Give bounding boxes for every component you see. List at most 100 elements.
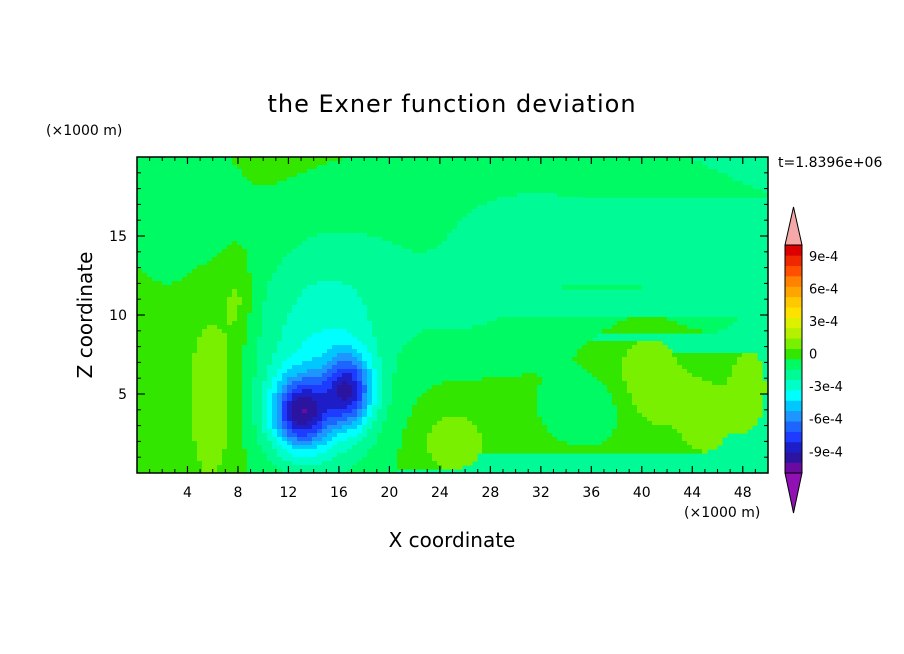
contour-cell (302, 361, 328, 366)
contour-cell (292, 305, 368, 310)
contour-cell (282, 421, 288, 426)
contour-cell (237, 317, 248, 322)
contour-cell (667, 317, 738, 322)
contour-cell (282, 405, 288, 410)
contour-cell (367, 389, 373, 394)
contour-cell (297, 433, 308, 438)
contour-cell (242, 297, 253, 302)
contour-cell (407, 425, 433, 430)
contour-cell (232, 161, 328, 166)
contour-cell (292, 393, 338, 398)
contour-cell (362, 353, 373, 358)
contour-cell (537, 397, 613, 402)
contour-cell (217, 325, 248, 330)
contour-cell (372, 401, 378, 406)
contour-cell (352, 421, 363, 426)
contour-cell (267, 369, 278, 374)
contour-cell (242, 397, 253, 402)
contour-cell (222, 249, 248, 254)
contour-cell (427, 433, 483, 438)
contour-cell (207, 325, 218, 330)
contour-cell (377, 441, 403, 446)
contour-cell (542, 421, 618, 426)
colorbar-swatch (785, 390, 802, 401)
contour-cell (287, 253, 738, 258)
contour-cell (292, 445, 318, 450)
contour-cell (287, 417, 293, 422)
contour-cell (577, 349, 628, 354)
contour-cell (412, 413, 538, 418)
contour-cell (327, 441, 338, 446)
contour-cell (227, 417, 243, 422)
contour-cell (327, 409, 353, 414)
contour-cell (377, 433, 403, 438)
contour-cell (557, 193, 768, 198)
contour-cell (252, 281, 268, 286)
contour-cell (192, 357, 228, 362)
contour-cell (382, 369, 398, 374)
contour-cell (287, 389, 293, 394)
contour-cell (137, 461, 203, 466)
contour-cell (282, 469, 348, 473)
colorbar-swatch (785, 255, 802, 267)
contour-cell (382, 393, 393, 398)
contour-cell (232, 289, 238, 294)
contour-cell (257, 353, 273, 358)
contour-cell (137, 321, 228, 326)
contour-cell (267, 293, 303, 298)
contour-cell (137, 197, 498, 202)
contour-cell (287, 385, 298, 390)
contour-cell (612, 325, 688, 330)
contour-cell (137, 409, 193, 414)
contour-cell (202, 469, 218, 473)
contour-cell (152, 277, 183, 282)
contour-cell (362, 385, 368, 390)
contour-cell (227, 389, 243, 394)
contour-cell (632, 397, 763, 402)
contour-cell (227, 381, 243, 386)
contour-cell (277, 441, 288, 446)
contour-cell (432, 385, 538, 390)
x-tick-label: 36 (582, 485, 600, 501)
contour-cell (347, 381, 358, 386)
x-axis: 4 8 12 16 20 24 28 32 36 40 44 48 (149, 157, 756, 501)
contour-cell (267, 289, 303, 294)
contour-cell (397, 453, 433, 458)
contour-cell (537, 405, 618, 410)
contour-cell (322, 373, 333, 378)
contour-cell (367, 233, 448, 238)
contour-cell (487, 321, 618, 326)
contour-cell (612, 433, 683, 438)
contour-cell (247, 457, 268, 462)
contour-cell (227, 245, 243, 250)
contour-cell (382, 401, 393, 406)
contour-cell (437, 245, 728, 250)
contour-cell (537, 409, 618, 414)
contour-cell (272, 413, 278, 418)
contour-cell (427, 445, 483, 450)
contour-cell (352, 445, 373, 450)
contour-cell (687, 369, 733, 374)
contour-cell (377, 381, 383, 386)
contour-cell (137, 237, 308, 242)
contour-cell (242, 381, 253, 386)
contour-cell (432, 425, 478, 430)
contour-cell (272, 433, 278, 438)
contour-cell (302, 409, 308, 414)
contour-cell (357, 405, 363, 410)
contour-cell (372, 425, 383, 430)
contour-cell (482, 433, 553, 438)
contour-cell (367, 373, 373, 378)
contour-cell (482, 377, 543, 382)
contour-cell (242, 441, 258, 446)
contour-cell (367, 413, 373, 418)
contour-cell (252, 181, 278, 186)
contour-cell (342, 373, 353, 378)
contour-cell (392, 377, 483, 382)
contour-cell (252, 305, 263, 310)
contour-cell (137, 245, 228, 250)
contour-cell (252, 421, 263, 426)
contour-cell (192, 393, 228, 398)
contour-cell (357, 377, 363, 382)
contour-cell (137, 229, 453, 234)
